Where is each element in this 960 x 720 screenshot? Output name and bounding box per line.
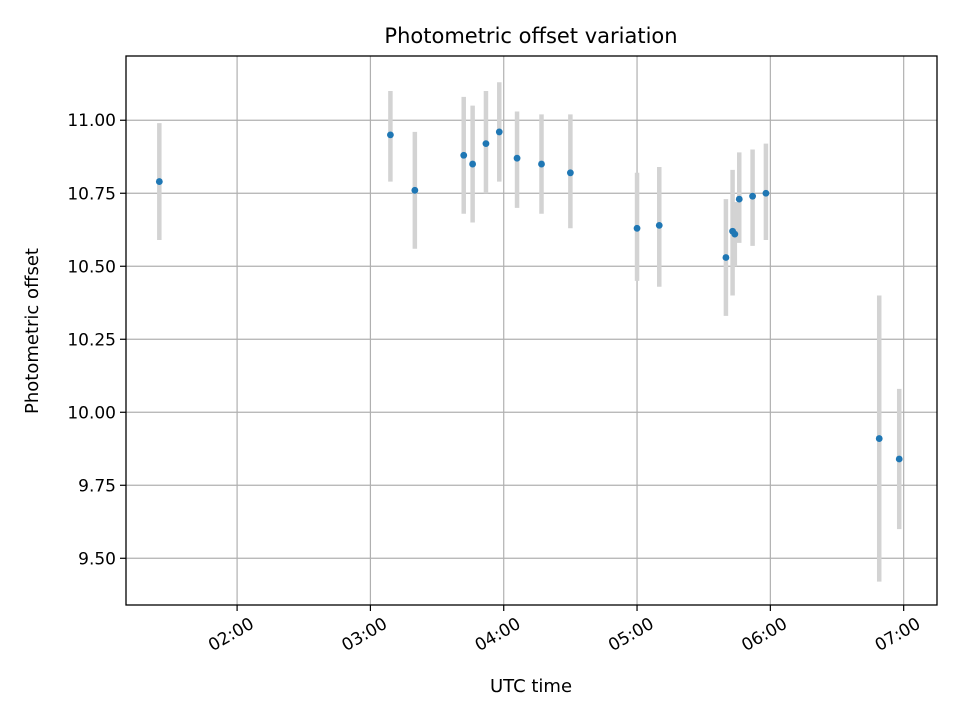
y-axis-label: Photometric offset [22,248,43,414]
x-axis-ticks: 02:00 03:00 04:00 05:00 06:00 07:00 [205,605,924,656]
x-tick-label: 04:00 [472,614,524,656]
y-tick-label: 10.75 [67,184,116,204]
chart-title: Photometric offset variation [384,24,677,48]
plot-frame [125,55,938,606]
data-point [482,140,490,148]
data-point [411,186,419,194]
data-point [655,221,663,229]
data-point [875,435,883,442]
y-tick-label: 10.25 [67,330,116,350]
data-point [387,131,394,139]
y-tick-label: 9.50 [78,549,116,569]
data-point [722,254,730,261]
data-point [155,178,163,185]
data-point [566,169,574,177]
x-tick-label: 06:00 [738,614,790,656]
data-point [895,455,903,463]
data-point [495,128,503,136]
data-points [155,128,903,463]
data-point [735,195,743,203]
y-tick-label: 11.00 [67,111,116,131]
x-tick-label: 07:00 [872,614,924,656]
x-axis-label: UTC time [490,676,572,697]
data-point [469,160,477,168]
data-point [762,189,770,197]
x-tick-label: 05:00 [605,614,657,656]
x-tick-label: 02:00 [205,614,257,656]
y-tick-label: 10.50 [67,257,116,277]
grid [126,56,937,605]
y-tick-label: 9.75 [78,476,116,496]
data-point [749,192,756,200]
y-axis-ticks: 9.50 9.75 10.00 10.25 10.50 10.75 11.00 [67,111,126,569]
data-point [633,224,641,232]
data-point [460,151,468,159]
x-tick-label: 03:00 [338,614,390,656]
data-point [513,154,521,162]
error-bars [157,82,902,582]
data-point [538,160,545,168]
y-tick-label: 10.00 [67,403,116,423]
data-point [731,230,739,238]
